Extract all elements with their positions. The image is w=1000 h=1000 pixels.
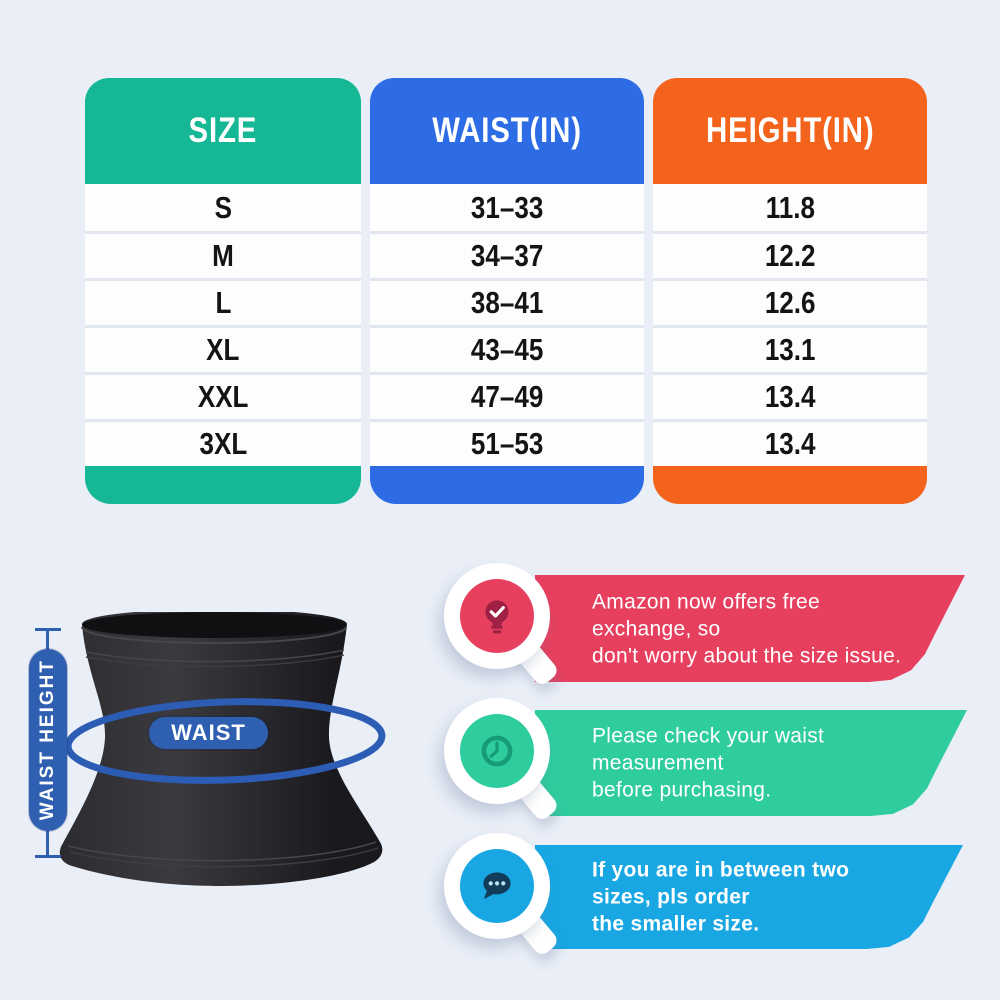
table-cell: XL	[85, 325, 361, 372]
height-column-header: HEIGHT(IN)	[653, 78, 927, 184]
chat-dots-icon	[483, 872, 511, 900]
trainer-body	[59, 612, 383, 886]
trainer-rim	[81, 626, 347, 644]
size-header-label: SIZE	[188, 111, 258, 150]
waist-trainer-illustration	[59, 612, 386, 886]
clock-icon	[481, 735, 513, 767]
trainer-opening	[82, 612, 346, 638]
size-column-footer	[85, 466, 361, 504]
table-cell: 11.8	[653, 184, 927, 231]
table-cell: 34–37	[370, 231, 644, 278]
callout-text: Amazon now offers free exchange, so don'…	[592, 590, 902, 667]
badge-inner-circle	[460, 579, 534, 653]
badge-chat	[444, 833, 566, 971]
stitch-line	[85, 654, 345, 668]
table-cell: 31–33	[370, 184, 644, 231]
callout-banner-measure: Please check your waist measurement befo…	[535, 710, 967, 816]
table-cell: 51–53	[370, 419, 644, 466]
callout-text: If you are in between two sizes, pls ord…	[592, 858, 850, 936]
callout-text: Please check your waist measurement befo…	[592, 724, 825, 802]
table-cell: 47–49	[370, 372, 644, 419]
waist-height-label-pill: WAIST HEIGHT	[29, 649, 67, 831]
table-cell: S	[85, 184, 361, 231]
size-column: SIZE S M L XL XXL 3XL	[85, 78, 361, 504]
waist-label: WAIST	[171, 720, 246, 745]
table-cell: 38–41	[370, 278, 644, 325]
table-cell: 13.1	[653, 325, 927, 372]
table-cell: 12.6	[653, 278, 927, 325]
measure-cap-bottom	[35, 855, 61, 858]
table-cell: 43–45	[370, 325, 644, 372]
waist-label-pill: WAIST	[149, 717, 268, 749]
callout-banner-exchange: Amazon now offers free exchange, so don'…	[535, 575, 965, 682]
height-header-label: HEIGHT(IN)	[705, 111, 875, 150]
table-cell: 3XL	[85, 419, 361, 466]
waist-column: WAIST(IN) 31–33 34–37 38–41 43–45 47–49 …	[370, 78, 644, 504]
size-column-header: SIZE	[85, 78, 361, 184]
callout-banner-between-sizes: If you are in between two sizes, pls ord…	[535, 845, 963, 949]
table-cell: XXL	[85, 372, 361, 419]
table-cell: L	[85, 278, 361, 325]
waist-column-header: WAIST(IN)	[370, 78, 644, 184]
badge-inner-circle	[460, 714, 534, 788]
badge-bulb	[444, 563, 566, 701]
stitch-line	[69, 847, 379, 868]
waist-header-label: WAIST(IN)	[432, 111, 582, 150]
size-table: SIZE S M L XL XXL 3XL WAIST(IN) 31–33 34…	[85, 78, 927, 504]
stitch-line	[85, 649, 345, 663]
waist-height-label: WAIST HEIGHT	[37, 659, 58, 821]
table-cell: 12.2	[653, 231, 927, 278]
badge-clock	[444, 698, 566, 836]
waist-column-footer	[370, 466, 644, 504]
table-cell: M	[85, 231, 361, 278]
measure-cap-top	[35, 628, 61, 631]
waist-measure-ring	[64, 698, 386, 784]
table-cell: 13.4	[653, 372, 927, 419]
stitch-line	[67, 841, 377, 862]
badge-inner-circle	[460, 849, 534, 923]
table-cell: 13.4	[653, 419, 927, 466]
height-column-footer	[653, 466, 927, 504]
height-column: HEIGHT(IN) 11.8 12.2 12.6 13.1 13.4 13.4	[653, 78, 927, 504]
bulb-check-icon	[485, 600, 509, 634]
